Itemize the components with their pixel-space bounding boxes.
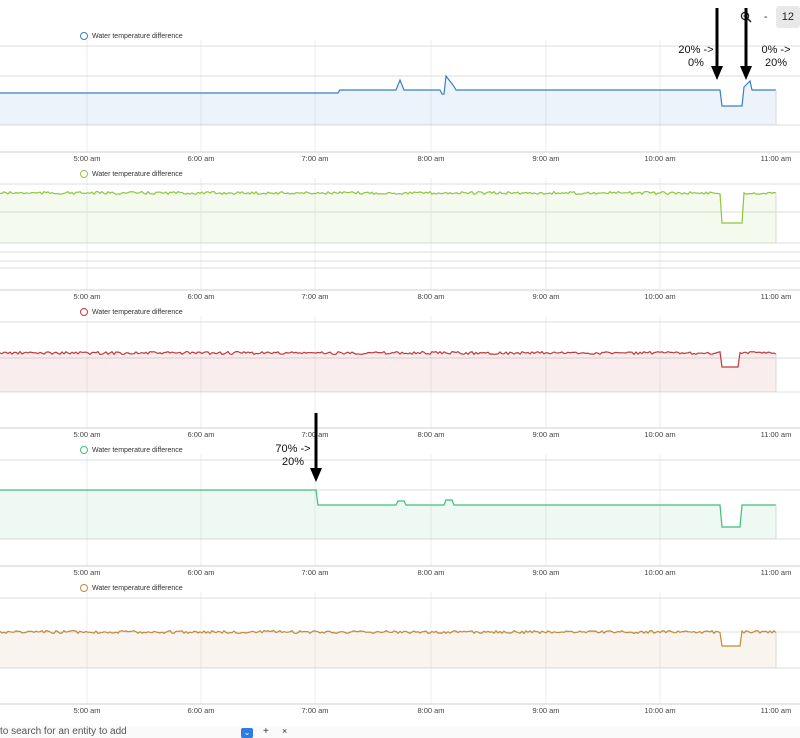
x-tick-label: 6:00 am [187, 154, 215, 163]
arrow-down-icon [740, 8, 752, 80]
legend[interactable]: Water temperature difference [80, 446, 183, 454]
annotation-line: 70% -> [275, 443, 311, 455]
chart-toolbar: - 12 [736, 6, 800, 28]
x-tick-label: 5:00 am [73, 568, 101, 577]
x-tick-label: 11:00 am [760, 154, 792, 163]
x-tick-label: 8:00 am [417, 706, 445, 715]
x-tick-label: 11:00 am [760, 706, 792, 715]
annotation-line: 0% -> [761, 44, 791, 56]
entity-search-bar: to search for an entity to add ⌄ + × [0, 726, 800, 738]
x-tick-label: 8:00 am [417, 292, 445, 301]
series-line [0, 74, 776, 107]
arrow-down-icon [711, 8, 723, 80]
legend-marker-icon[interactable] [80, 32, 88, 40]
legend-label: Water temperature difference [92, 170, 183, 178]
x-tick-label: 11:00 am [760, 568, 792, 577]
legend[interactable]: Water temperature difference [80, 170, 183, 178]
x-tick-label: 5:00 am [73, 706, 101, 715]
x-tick-label: 9:00 am [532, 706, 560, 715]
chart-panel-1: Water temperature difference 5:00 am 6:00 … [0, 30, 800, 168]
legend-label: Water temperature difference [92, 308, 183, 316]
add-entity-button[interactable]: + [263, 726, 269, 737]
close-icon[interactable]: × [282, 726, 288, 736]
annotation-line: 20% -> [678, 44, 714, 56]
x-tick-label: 8:00 am [417, 430, 445, 439]
chart-panel-3: Water temperature difference 5:00 am 6:00 … [0, 306, 800, 444]
series-area [0, 351, 776, 392]
legend-marker-icon[interactable] [80, 446, 88, 454]
annotation-line: 0% [688, 57, 704, 69]
series-line [0, 489, 776, 528]
x-tick-label: 7:00 am [301, 706, 329, 715]
x-tick-label: 8:00 am [417, 154, 445, 163]
zoom-out-button[interactable]: - [763, 11, 768, 23]
x-tick-label: 10:00 am [644, 292, 676, 301]
x-tick-label: 5:00 am [73, 430, 101, 439]
x-tick-label: 9:00 am [532, 568, 560, 577]
arrow-down-icon [310, 413, 322, 482]
x-tick-label: 11:00 am [760, 430, 792, 439]
chart-canvas [0, 592, 800, 705]
x-tick-label: 7:00 am [301, 292, 329, 301]
legend[interactable]: Water temperature difference [80, 584, 183, 592]
legend-label: Water temperature difference [92, 32, 183, 40]
chart-canvas [0, 316, 800, 429]
series-line [0, 350, 777, 368]
chevron-down-icon[interactable]: ⌄ [241, 728, 253, 738]
chart-panel-4: Water temperature difference 5:00 am 6:00 … [0, 444, 800, 582]
legend-marker-icon[interactable] [80, 584, 88, 592]
chart-panel-2: Water temperature difference 5:00 am 6:00 … [0, 168, 800, 306]
legend-marker-icon[interactable] [80, 170, 88, 178]
x-tick-label: 10:00 am [644, 154, 676, 163]
x-tick-label: 6:00 am [187, 430, 215, 439]
x-tick-label: 9:00 am [532, 292, 560, 301]
x-tick-label: 9:00 am [532, 430, 560, 439]
series-area [0, 191, 776, 243]
annotation-0-to-20: 0% -> 20% [754, 44, 798, 70]
legend[interactable]: Water temperature difference [80, 32, 183, 40]
series-area [0, 490, 776, 539]
legend-label: Water temperature difference [92, 584, 183, 592]
chart-canvas [0, 178, 800, 291]
x-tick-label: 5:00 am [73, 292, 101, 301]
annotation-line: 20% [764, 57, 788, 69]
chart-panel-5: Water temperature difference 5:00 am 6:00 … [0, 582, 800, 720]
x-tick-label: 6:00 am [187, 706, 215, 715]
series-area [0, 76, 776, 125]
x-tick-label: 8:00 am [417, 568, 445, 577]
x-tick-label: 5:00 am [73, 154, 101, 163]
x-tick-label: 6:00 am [187, 292, 215, 301]
annotation-line: 20% [281, 456, 305, 468]
x-tick-label: 7:00 am [301, 568, 329, 577]
x-tick-label: 9:00 am [532, 154, 560, 163]
x-tick-label: 10:00 am [644, 706, 676, 715]
x-tick-label: 6:00 am [187, 568, 215, 577]
series-line [0, 190, 777, 224]
x-tick-label: 11:00 am [760, 292, 792, 301]
legend-marker-icon[interactable] [80, 308, 88, 316]
annotation-70-to-20: 70% -> 20% [272, 443, 314, 469]
chart-canvas [0, 454, 800, 567]
zoom-value[interactable]: 12 [775, 6, 800, 28]
series-area [0, 630, 776, 668]
x-tick-label: 10:00 am [644, 568, 676, 577]
x-tick-label: 10:00 am [644, 430, 676, 439]
series-line [0, 629, 777, 647]
chart-canvas [0, 40, 800, 153]
legend[interactable]: Water temperature difference [80, 308, 183, 316]
x-tick-label: 7:00 am [301, 154, 329, 163]
legend-label: Water temperature difference [92, 446, 183, 454]
annotation-20-to-0: 20% -> 0% [676, 44, 716, 70]
search-input[interactable]: to search for an entity to add [0, 726, 127, 737]
